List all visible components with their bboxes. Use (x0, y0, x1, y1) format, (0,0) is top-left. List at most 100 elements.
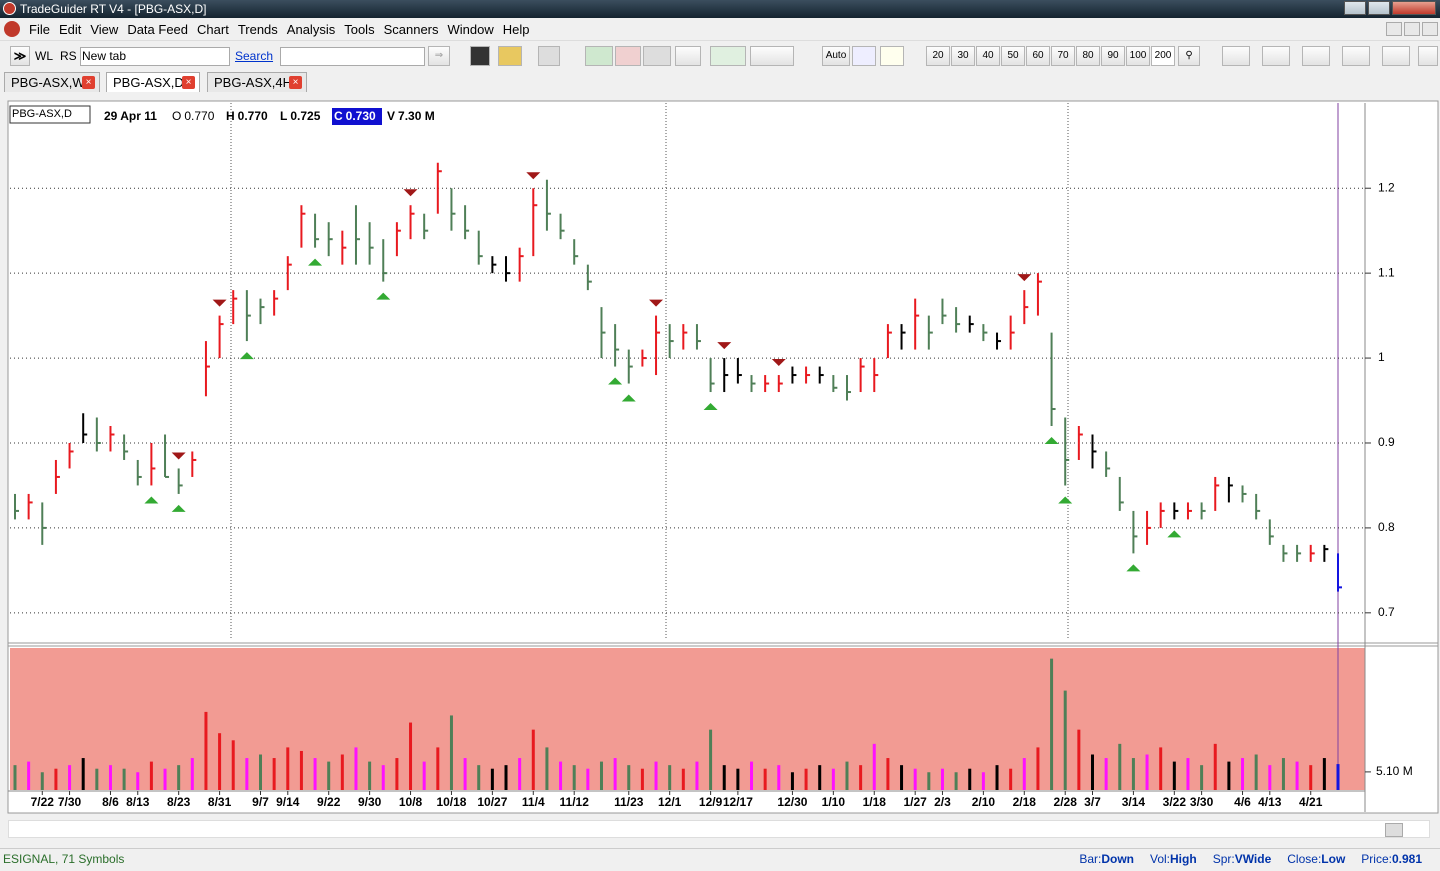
volume-bar (463, 758, 467, 790)
tool-button[interactable] (1262, 46, 1290, 66)
status-label: Vol: (1150, 852, 1171, 866)
tool-button[interactable] (710, 46, 746, 66)
volume-bar (1322, 758, 1326, 790)
zoom-level-button[interactable]: 90 (1101, 46, 1125, 66)
minimize-button[interactable] (1344, 1, 1366, 15)
menu-item[interactable]: Trends (237, 21, 278, 37)
volume-bar (81, 758, 85, 790)
volume-bar (381, 765, 385, 790)
tool-button[interactable] (750, 46, 794, 66)
close-button[interactable] (1392, 1, 1436, 15)
tab-close[interactable]: × (182, 76, 195, 89)
zoom-level-button[interactable]: 70 (1051, 46, 1075, 66)
volume-bar (886, 758, 890, 790)
volume-bar (299, 750, 303, 790)
volume-bar (1131, 758, 1135, 790)
menu-item[interactable]: Data Feed (127, 21, 189, 37)
zoom-level-button[interactable]: 20 (926, 46, 950, 66)
x-tick-label: 8/6 (102, 795, 119, 809)
symbol-dropdown[interactable] (280, 47, 425, 66)
menu-item[interactable]: Edit (58, 21, 82, 37)
x-tick-label: 7/30 (58, 795, 82, 809)
tab[interactable]: PBG-ASX,W × (4, 72, 100, 92)
menu-item[interactable]: File (29, 21, 50, 37)
go-button[interactable]: ⇒ (428, 46, 450, 66)
new-tab-input[interactable] (80, 47, 230, 66)
menu-item[interactable]: Tools (344, 21, 375, 37)
mdi-close[interactable] (1422, 22, 1438, 36)
zoom-level-button[interactable]: 80 (1076, 46, 1100, 66)
zoom-level-button[interactable]: 200 (1151, 46, 1175, 66)
quote: V 7.30 M (387, 109, 435, 123)
volume-bar (1268, 765, 1272, 790)
search-link[interactable]: Search (235, 49, 274, 63)
maximize-button[interactable] (1368, 1, 1390, 15)
tool-button[interactable] (1418, 46, 1438, 66)
zoom-level-button[interactable]: 50 (1001, 46, 1025, 66)
volume-bar (545, 747, 549, 790)
volume-bar (831, 768, 835, 790)
tab-bar: PBG-ASX,W × PBG-ASX,D × PBG-ASX,4H × (0, 70, 1440, 96)
up-signal (376, 292, 391, 300)
toolbar-button[interactable]: New tab (82, 49, 127, 63)
auto-button[interactable]: Auto (822, 46, 850, 66)
menu-item[interactable]: View (90, 21, 119, 37)
volume-bar (1281, 758, 1285, 790)
tool-button[interactable] (615, 46, 641, 66)
status-label: Price: (1361, 852, 1392, 866)
x-tick-label: 12/17 (723, 795, 753, 809)
x-tick-label: 7/22 (31, 795, 55, 809)
zoom-level-button[interactable]: 30 (951, 46, 975, 66)
zoom-level-button[interactable]: 40 (976, 46, 1000, 66)
x-tick-label: 4/6 (1234, 795, 1251, 809)
tab-close[interactable]: × (82, 76, 95, 89)
close-highlight (332, 108, 382, 125)
print-button[interactable] (538, 46, 560, 66)
menu-item[interactable]: Analysis (286, 21, 336, 37)
menu-item[interactable]: Scanners (383, 21, 439, 37)
scrollbar[interactable] (8, 820, 1430, 838)
volume-bar (859, 765, 863, 790)
status-value: 0.981 (1391, 852, 1422, 866)
tool-button[interactable] (1222, 46, 1250, 66)
mdi-restore[interactable] (1404, 22, 1420, 36)
volume-bar (750, 761, 754, 790)
y-tick-label: 0.9 (1378, 435, 1395, 449)
menu-item[interactable]: Help (502, 21, 530, 37)
menu-item[interactable]: Window (447, 21, 494, 37)
tool-button[interactable] (1302, 46, 1330, 66)
zoom-level-button[interactable]: 60 (1026, 46, 1050, 66)
mdi-minimize[interactable] (1386, 22, 1402, 36)
expand-button[interactable]: ≫ (10, 46, 30, 66)
x-tick-label: 10/18 (436, 795, 466, 809)
down-signal (171, 452, 186, 460)
toolbar-button[interactable]: RS (60, 49, 77, 63)
volume-bar (54, 768, 58, 790)
tab[interactable]: PBG-ASX,D × (106, 72, 200, 92)
volume-bar (681, 768, 685, 790)
volume-bar (313, 758, 317, 790)
quote: L 0.725 (280, 109, 321, 123)
x-tick-label: 2/28 (1054, 795, 1078, 809)
status-value: High (1170, 852, 1197, 866)
toolbar-button[interactable]: WL (35, 49, 53, 63)
tool-button[interactable] (1382, 46, 1410, 66)
scroll-thumb[interactable] (1385, 823, 1403, 837)
tool-button[interactable] (1342, 46, 1370, 66)
tool-button[interactable] (852, 46, 876, 66)
tab[interactable]: PBG-ASX,4H × (207, 72, 307, 92)
tool-button[interactable] (675, 46, 701, 66)
volume-bar (163, 768, 167, 790)
tool-button[interactable] (643, 46, 671, 66)
tool-button[interactable] (585, 46, 613, 66)
volume-bar (804, 768, 808, 790)
save-button[interactable] (470, 46, 490, 66)
volume-bar (627, 765, 631, 790)
tool-button[interactable] (880, 46, 904, 66)
open-button[interactable] (498, 46, 522, 66)
volume-bar (190, 758, 194, 790)
tab-close[interactable]: × (289, 76, 302, 89)
menu-item[interactable]: Chart (197, 21, 229, 37)
zoom-level-button[interactable]: 100 (1126, 46, 1150, 66)
zoom-button[interactable]: ⚲ (1178, 46, 1200, 66)
